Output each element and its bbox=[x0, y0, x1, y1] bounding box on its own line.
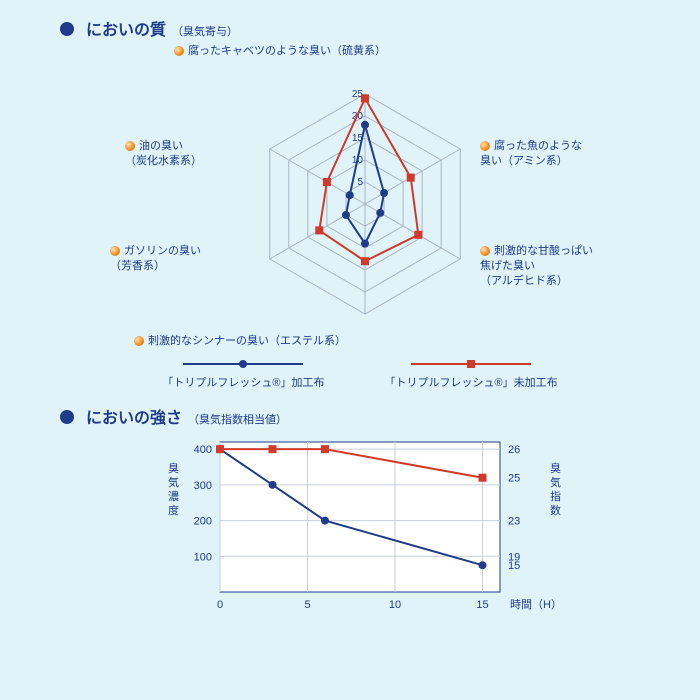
svg-text:気: 気 bbox=[550, 475, 561, 489]
section2-main: においの強さ bbox=[86, 404, 182, 428]
section1-title: においの質 （臭気寄与） bbox=[60, 16, 660, 40]
svg-text:気: 気 bbox=[168, 475, 179, 489]
svg-text:指: 指 bbox=[550, 489, 561, 503]
svg-text:15: 15 bbox=[508, 560, 520, 572]
svg-text:臭: 臭 bbox=[168, 461, 179, 475]
radar-axis-label: 油の臭い（炭化水素系） bbox=[125, 139, 202, 169]
line-chart: 1002003004000510152625231915時間（H）臭気濃度臭気指… bbox=[150, 432, 570, 627]
radar-axis-label: 腐った魚のような臭い（アミン系） bbox=[480, 139, 582, 169]
line-svg: 1002003004000510152625231915時間（H）臭気濃度臭気指… bbox=[150, 432, 570, 622]
section2-title: においの強さ （臭気指数相当値） bbox=[60, 404, 660, 428]
svg-text:度: 度 bbox=[168, 503, 179, 517]
svg-text:26: 26 bbox=[508, 444, 520, 456]
svg-text:数: 数 bbox=[550, 504, 561, 517]
svg-text:0: 0 bbox=[217, 599, 223, 611]
svg-text:23: 23 bbox=[508, 516, 520, 528]
radar-svg: 510152025 bbox=[225, 54, 505, 354]
legend: 「トリプルフレッシュ®」加工布 「トリプルフレッシュ®」未加工布 bbox=[60, 358, 660, 390]
svg-text:15: 15 bbox=[476, 599, 488, 611]
bullet-icon bbox=[60, 22, 74, 36]
svg-text:10: 10 bbox=[389, 599, 401, 611]
svg-text:200: 200 bbox=[194, 516, 212, 528]
section1-main: においの質 bbox=[86, 16, 166, 40]
section1-sub: （臭気寄与） bbox=[172, 23, 238, 39]
radar-axis-label: 腐ったキャベツのような臭い（硫黄系） bbox=[174, 44, 386, 59]
svg-text:5: 5 bbox=[357, 177, 363, 188]
bullet-icon bbox=[60, 410, 74, 424]
legend-line-treated bbox=[183, 358, 303, 370]
legend-line-untreated bbox=[411, 358, 531, 370]
svg-text:25: 25 bbox=[508, 473, 520, 485]
svg-text:300: 300 bbox=[194, 480, 212, 492]
legend-untreated: 「トリプルフレッシュ®」未加工布 bbox=[385, 358, 558, 390]
legend-treated-label: 「トリプルフレッシュ®」加工布 bbox=[162, 377, 324, 389]
legend-untreated-label: 「トリプルフレッシュ®」未加工布 bbox=[385, 377, 558, 389]
section2-sub: （臭気指数相当値） bbox=[188, 411, 287, 427]
legend-treated: 「トリプルフレッシュ®」加工布 bbox=[162, 358, 324, 390]
radar-axis-label: ガソリンの臭い（芳香系） bbox=[110, 244, 201, 274]
svg-text:400: 400 bbox=[194, 444, 212, 456]
radar-axis-label: 刺激的なシンナーの臭い（エステル系） bbox=[134, 334, 346, 349]
svg-text:100: 100 bbox=[194, 551, 212, 563]
radar-chart: 510152025 腐ったキャベツのような臭い（硫黄系） 腐った魚のような臭い（ア… bbox=[80, 44, 640, 354]
svg-text:時間（H）: 時間（H） bbox=[510, 598, 562, 611]
svg-text:濃: 濃 bbox=[168, 489, 179, 503]
svg-text:臭: 臭 bbox=[550, 461, 561, 475]
svg-text:5: 5 bbox=[304, 599, 310, 611]
radar-axis-label: 刺激的な甘酸っぱい焦げた臭い（アルデヒド系） bbox=[480, 244, 593, 289]
